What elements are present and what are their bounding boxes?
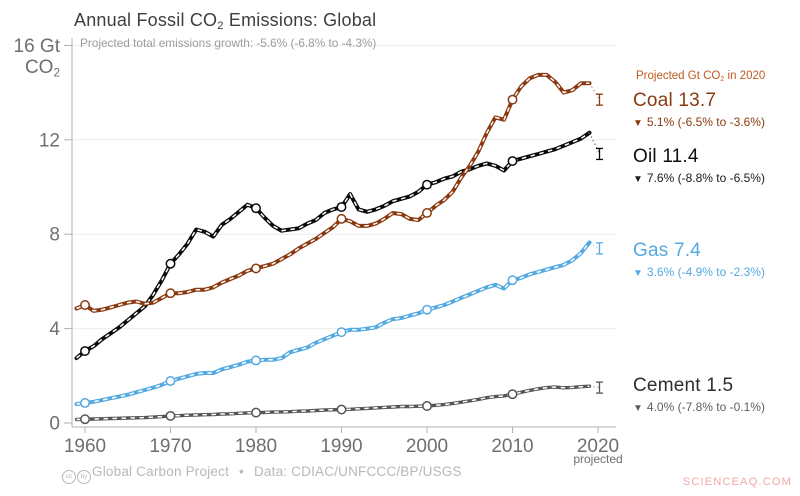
legend-oil-label: Oil 11.4 [633,146,699,167]
gridlines [72,44,616,330]
legend-entry-coal: Coal 13.7 ▼ 5.1% (-6.5% to -3.6%) [633,90,798,129]
svg-text:12: 12 [39,130,60,151]
legend-entry-gas: Gas 7.4 ▼ 3.6% (-4.9% to -2.3%) [633,240,798,279]
series-gas [74,240,603,408]
watermark: SCIENCEAQ.COM [682,476,792,488]
projected-2020-marker-coal [596,93,603,106]
series-oil [74,130,603,361]
svg-text:2020: 2020 [577,436,619,457]
svg-text:1990: 1990 [320,436,362,457]
down-triangle-icon: ▼ [633,118,643,129]
tick-labels: 0 4 8 12 1960 1970 1980 1990 2000 2010 2020 [39,130,619,457]
cc-by-icon: by [77,470,91,484]
svg-text:1960: 1960 [64,436,106,457]
legend-entry-oil: Oil 11.4 ▼ 7.6% (-8.8% to -6.5%) [633,146,798,185]
projected-2020-marker-cement [596,381,603,394]
legend-coal-change: ▼ 5.1% (-6.5% to -3.6%) [633,115,765,129]
down-triangle-icon: ▼ [633,174,643,185]
legend-gas-change: ▼ 3.6% (-4.9% to -2.3%) [633,265,765,279]
projected-2020-marker-oil [596,147,603,161]
series-coal [74,72,603,313]
down-triangle-icon: ▼ [633,403,643,414]
svg-text:1970: 1970 [149,436,191,457]
legend-cement-change: ▼ 4.0% (-7.8% to -0.1%) [633,400,765,414]
legend-coal-label: Coal 13.7 [633,90,717,111]
svg-text:4: 4 [49,319,60,340]
legend-oil-change: ▼ 7.6% (-8.8% to -6.5%) [633,171,765,185]
series-cement [74,381,603,425]
projected-2020-marker-gas [596,242,603,255]
y-axis-unit-co2: CO2 [24,57,60,80]
down-triangle-icon: ▼ [633,268,643,279]
svg-text:2000: 2000 [406,436,448,457]
y-axis-top-tick-label: 16 Gt [13,36,60,57]
cc-license-icon: cc [62,470,76,484]
data-source-text: Data: CDIAC/UNFCCC/BP/USGS [253,464,462,479]
y-axis-unit-label: 16 Gt CO2 [0,36,60,83]
legend-gas-label: Gas 7.4 [633,240,701,261]
chart-subtitle: Projected total emissions growth: -5.6% … [80,36,377,50]
legend-entry-cement: Cement 1.5 ▼ 4.0% (-7.8% to -0.1%) [633,375,798,414]
axes [64,38,616,433]
svg-text:1980: 1980 [235,436,277,457]
footer-bullet: • [239,464,244,479]
chart-title: Annual Fossil CO2 Emissions: Global [74,10,377,33]
svg-text:2010: 2010 [491,436,533,457]
svg-text:8: 8 [49,225,60,246]
attribution-footer: cc by Global Carbon Project • Data: CDIAC/UN… [62,464,462,484]
legend-header: Projected Gt CO2 in 2020 [636,70,766,83]
legend-cement-label: Cement 1.5 [633,375,734,396]
attribution-text: Global Carbon Project [92,464,230,479]
x-axis-projected-label: projected [573,452,623,466]
svg-text:0: 0 [49,414,60,435]
